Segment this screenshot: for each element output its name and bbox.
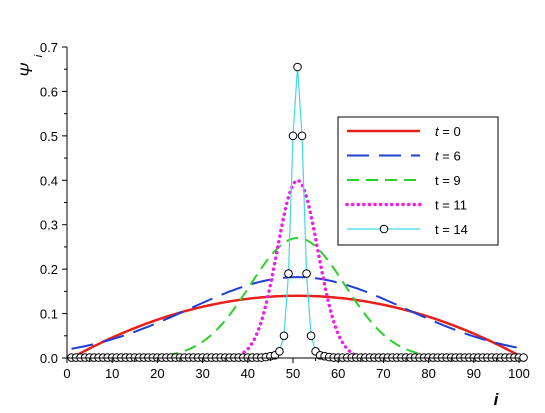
series-line (71, 294, 525, 359)
legend-label: t = 11 (435, 198, 467, 213)
series-3 (71, 237, 524, 359)
data-point (288, 131, 298, 141)
y-tick-label: 0.2 (40, 262, 58, 277)
y-tick-label: 0.3 (40, 218, 58, 233)
series-line (71, 237, 524, 359)
y-tick-label: 0.7 (40, 40, 58, 55)
series-line (71, 276, 524, 350)
y-axis-label-subscript: i (33, 54, 45, 57)
x-tick-label: 20 (150, 366, 164, 381)
legend-label: t = 0 (435, 124, 461, 139)
x-tick-label: 50 (286, 366, 300, 381)
data-point (306, 331, 316, 341)
y-tick-label: 0.4 (40, 173, 58, 188)
legend-label: t = 9 (435, 173, 461, 188)
legend-marker (379, 224, 389, 234)
data-point (302, 269, 311, 278)
data-point (279, 331, 289, 341)
series-2 (71, 276, 524, 350)
x-tick-label: 60 (331, 366, 345, 381)
legend-label: t = 14 (435, 222, 468, 237)
data-point (293, 62, 302, 72)
legend-label: t = 6 (435, 149, 461, 164)
y-tick-label: 0.5 (40, 129, 58, 144)
x-tick-label: 0 (63, 366, 70, 381)
series-1 (71, 294, 525, 359)
x-tick-label: 30 (195, 366, 209, 381)
data-point (519, 353, 528, 362)
x-tick-label: 70 (376, 366, 390, 381)
x-tick-label: 90 (467, 366, 481, 381)
data-point (297, 131, 307, 141)
x-tick-label: 40 (241, 366, 255, 381)
x-tick-label: 100 (508, 366, 530, 381)
y-axis-label: Ψ (17, 62, 36, 77)
data-point (284, 269, 293, 278)
legend: t = 0 t = 6 t = 9 t = 11 t = 14 (337, 116, 499, 246)
y-tick-label: 0.1 (40, 307, 58, 322)
x-tick-label: 10 (105, 366, 119, 381)
x-axis-label: i (494, 390, 500, 409)
y-tick-label: 0.6 (40, 84, 58, 99)
legend-box (337, 116, 499, 246)
x-tick-label: 80 (421, 366, 435, 381)
ticks: 0 10 20 30 40 50 60 70 80 90 100 0.0 0.1 0.2 0.3 0.4 0.5… (40, 40, 530, 381)
data-point (275, 347, 284, 356)
y-tick-label: 0.0 (40, 351, 58, 366)
